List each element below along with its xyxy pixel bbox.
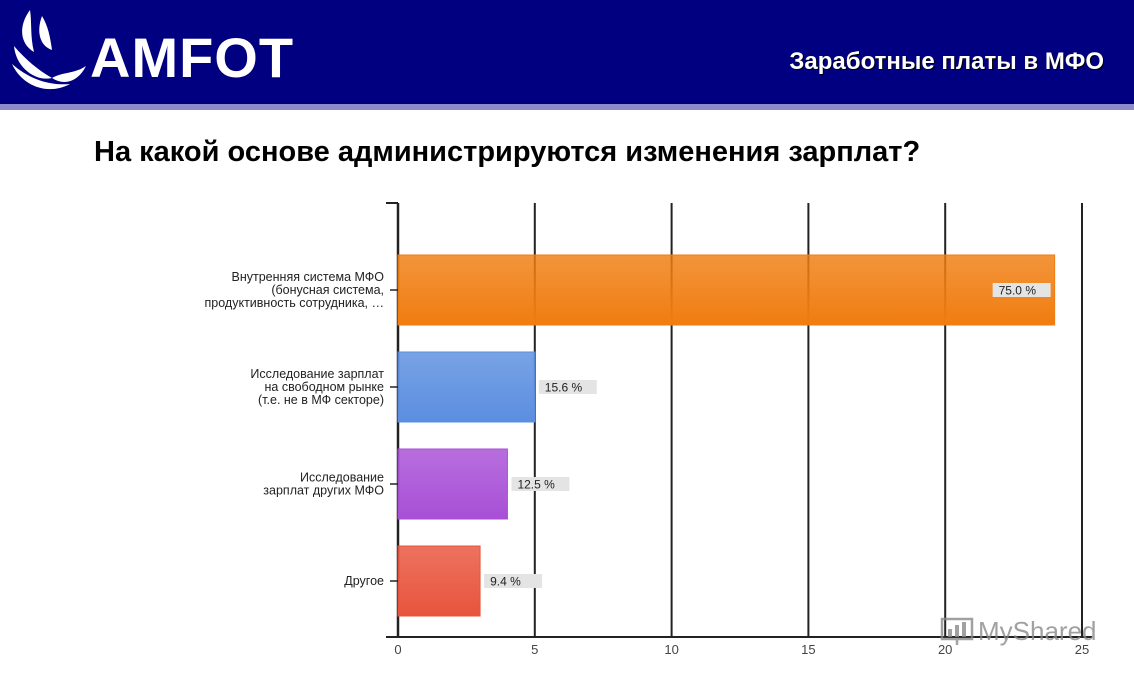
question-heading: На какой основе администрируются изменен…	[94, 136, 921, 168]
bar	[397, 545, 481, 617]
category-label: Исследование	[300, 471, 384, 485]
x-tick-label: 20	[938, 642, 952, 657]
x-tick-label: 0	[394, 642, 401, 657]
category-label: Другое	[344, 574, 384, 588]
bar	[397, 254, 1056, 326]
header-divider	[0, 104, 1134, 110]
data-label-bg	[484, 574, 543, 588]
data-label: 15.6 %	[545, 381, 583, 395]
category-label: (т.е. не в МФ секторе)	[258, 393, 384, 407]
category-label: на свободном рынке	[265, 380, 385, 394]
bar	[397, 448, 508, 520]
category-label: Исследование зарплат	[250, 367, 384, 381]
page-title: Заработные платы в МФО	[789, 48, 1104, 75]
leaf-logo-icon	[12, 10, 86, 90]
category-label: Внутренняя система МФО	[232, 270, 385, 284]
watermark-text: MyShared	[978, 616, 1097, 646]
data-label: 75.0 %	[999, 284, 1037, 298]
data-label: 9.4 %	[490, 575, 521, 589]
category-label: (бонусная система,	[271, 283, 384, 297]
category-label: зарплат других МФО	[263, 484, 384, 498]
x-tick-label: 25	[1075, 642, 1089, 657]
data-label-bg	[511, 477, 570, 491]
logo-text: AMFOT	[90, 26, 295, 89]
watermark: MyShared	[940, 616, 1097, 647]
x-tick-label: 10	[664, 642, 678, 657]
header-bar: AMFOT Заработные платы в МФО	[0, 0, 1134, 104]
data-label-bg	[992, 283, 1051, 297]
data-label: 12.5 %	[517, 478, 555, 492]
presentation-screen-icon	[940, 617, 974, 645]
data-label-bg	[538, 380, 597, 394]
category-label: продуктивность сотрудника, …	[205, 296, 384, 310]
x-tick-label: 5	[531, 642, 538, 657]
x-tick-label: 15	[801, 642, 815, 657]
bar	[397, 351, 536, 423]
